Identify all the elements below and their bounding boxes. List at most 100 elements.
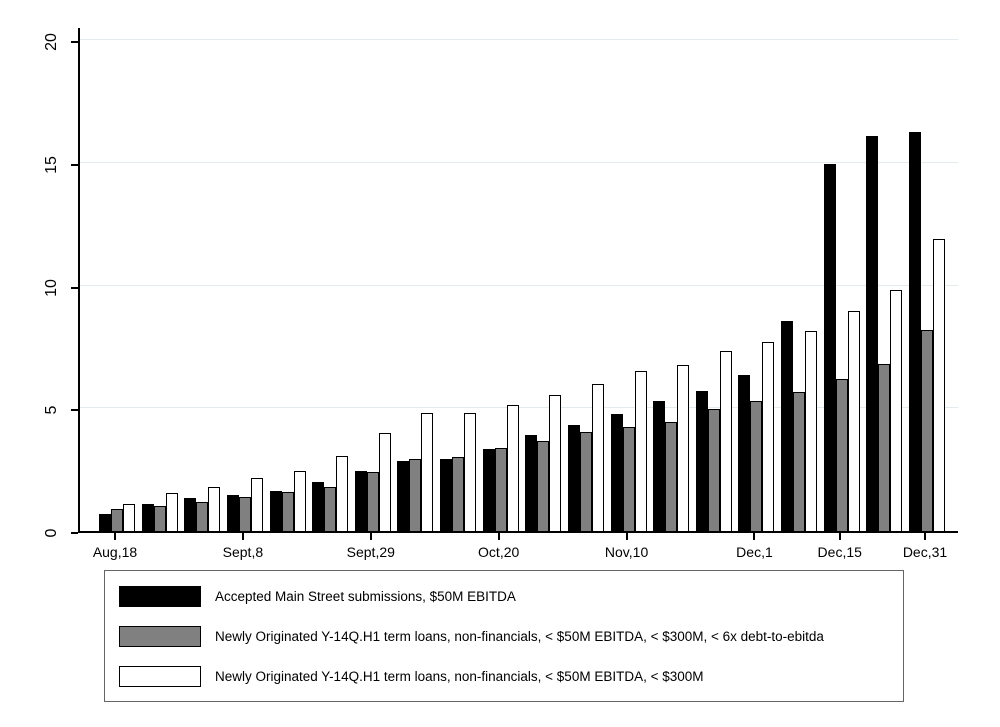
gridline-y-5 — [80, 407, 958, 409]
bar-series1-group15 — [750, 400, 763, 531]
bar-series2-group0 — [123, 504, 135, 531]
y-tick-15 — [71, 163, 78, 166]
bar-series2-group16 — [805, 330, 818, 531]
x-tick-label-Dec,15: Dec,15 — [817, 544, 862, 560]
bar-series0-group12 — [610, 414, 623, 531]
y-tick-label-20: 20 — [43, 33, 60, 51]
bar-series2-group14 — [719, 350, 732, 531]
x-tick-label-Sept,29: Sept,29 — [346, 544, 395, 560]
bar-series1-group2 — [196, 501, 209, 531]
y-tick-0 — [71, 532, 78, 534]
y-tick-label-15: 15 — [43, 155, 60, 174]
bar-series1-group9 — [494, 447, 507, 531]
y-tick-20 — [71, 41, 78, 43]
x-tick-Aug,18 — [114, 533, 116, 540]
y-tick-label-10: 10 — [43, 278, 60, 297]
bar-series0-group9 — [482, 448, 495, 531]
bar-series0-group3 — [226, 495, 239, 531]
bar-series0-group8 — [440, 458, 453, 531]
x-tick-Dec,1 — [753, 533, 756, 540]
gridline-y-20 — [80, 39, 958, 40]
bar-series1-group18 — [878, 364, 891, 531]
bar-series0-group2 — [184, 497, 197, 531]
bar-series2-group13 — [677, 365, 690, 531]
x-tick-label-Dec,1: Dec,1 — [736, 544, 773, 560]
legend-swatch-black — [119, 585, 201, 607]
bar-series2-group7 — [421, 413, 434, 531]
legend-swatch-gray — [119, 625, 201, 647]
y-tick-5 — [71, 409, 78, 412]
bar-series1-group0 — [111, 508, 123, 531]
bar-series0-group4 — [269, 490, 282, 531]
bar-series0-group19 — [909, 132, 921, 531]
bar-series2-group2 — [208, 486, 221, 531]
plot-area — [78, 28, 958, 533]
bar-series0-group18 — [866, 135, 879, 531]
bar-series2-group15 — [762, 341, 775, 531]
bar-series1-group14 — [707, 409, 720, 531]
legend-label: Newly Originated Y-14Q.H1 term loans, no… — [215, 668, 704, 684]
bar-series0-group7 — [397, 461, 410, 531]
bar-series1-group4 — [281, 491, 294, 531]
bar-series1-group12 — [622, 426, 635, 531]
legend-label: Accepted Main Street submissions, $50M E… — [215, 588, 516, 604]
legend-item: Newly Originated Y-14Q.H1 term loans, no… — [119, 625, 824, 647]
bar-series2-group11 — [591, 383, 604, 531]
y-tick-label-5: 5 — [43, 405, 60, 415]
legend-item: Newly Originated Y-14Q.H1 term loans, no… — [119, 665, 704, 687]
x-tick-label-Nov,10: Nov,10 — [604, 544, 649, 560]
gridline-y-10 — [80, 284, 958, 286]
bar-series2-group9 — [506, 404, 519, 531]
bar-series1-group7 — [409, 458, 422, 531]
bar-series0-group1 — [141, 504, 154, 531]
x-tick-label-Oct,20: Oct,20 — [478, 544, 520, 560]
bar-series1-group13 — [665, 421, 678, 531]
legend-label: Newly Originated Y-14Q.H1 term loans, no… — [215, 628, 824, 644]
bar-series0-group10 — [525, 435, 538, 531]
bar-series2-group17 — [847, 311, 860, 531]
bar-series1-group6 — [366, 472, 379, 531]
bar-series0-group16 — [781, 321, 794, 531]
bar-series2-group19 — [933, 238, 945, 531]
bar-series0-group6 — [354, 470, 367, 531]
x-tick-Sept,8 — [241, 533, 244, 540]
x-tick-Dec,15 — [838, 533, 841, 540]
y-tick-10 — [71, 286, 78, 289]
x-tick-Nov,10 — [625, 533, 628, 540]
x-tick-Oct,20 — [497, 533, 500, 540]
bar-series2-group1 — [165, 492, 178, 531]
x-tick-Dec,31 — [924, 533, 926, 540]
bar-series1-group1 — [153, 506, 166, 531]
legend-swatch-white — [119, 665, 201, 687]
bar-series2-group10 — [549, 394, 562, 531]
bar-series1-group17 — [835, 378, 848, 531]
bar-series1-group11 — [579, 431, 592, 531]
x-tick-Sept,29 — [369, 533, 372, 540]
bar-series1-group3 — [238, 496, 251, 531]
bar-series2-group3 — [250, 478, 263, 531]
bar-series0-group15 — [738, 375, 751, 531]
bar-series0-group0 — [99, 513, 111, 531]
bar-series0-group5 — [312, 481, 325, 531]
bar-series1-group19 — [921, 329, 933, 531]
bar-series2-group18 — [890, 290, 903, 531]
bar-series0-group14 — [695, 391, 708, 531]
legend-item: Accepted Main Street submissions, $50M E… — [119, 585, 516, 607]
bar-series2-group6 — [378, 432, 391, 531]
x-tick-label-Aug,18: Aug,18 — [92, 544, 138, 560]
bar-series2-group5 — [336, 456, 349, 531]
bar-series1-group10 — [537, 441, 550, 531]
gridline-y-15 — [80, 161, 958, 163]
x-tick-label-Sept,8: Sept,8 — [222, 544, 264, 560]
bar-series2-group8 — [464, 413, 477, 531]
bar-series0-group13 — [653, 400, 666, 531]
y-tick-label-0: 0 — [43, 528, 60, 538]
bar-series1-group8 — [452, 457, 465, 531]
x-tick-label-Dec,31: Dec,31 — [902, 544, 948, 560]
bar-series1-group16 — [793, 392, 806, 531]
bar-series1-group5 — [324, 486, 337, 531]
chart-legend: Accepted Main Street submissions, $50M E… — [104, 570, 904, 702]
bar-series2-group4 — [293, 470, 306, 531]
bar-series0-group17 — [823, 163, 836, 531]
